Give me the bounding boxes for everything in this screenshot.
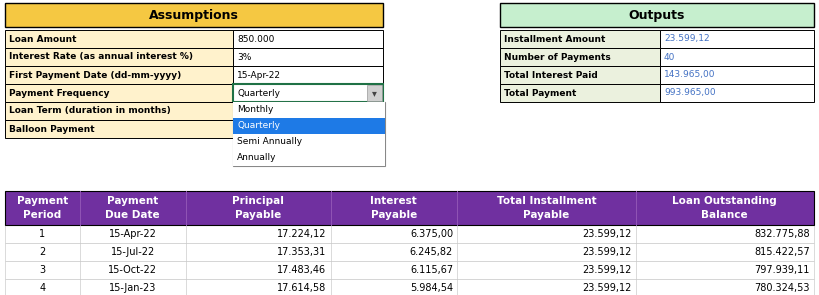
Text: Total Interest Paid: Total Interest Paid (504, 71, 598, 79)
Text: 4: 4 (39, 283, 45, 293)
Text: 832.775,88: 832.775,88 (754, 229, 810, 239)
FancyBboxPatch shape (233, 84, 383, 102)
Text: 23.599,12: 23.599,12 (582, 229, 631, 239)
Text: Loan Term (duration in months): Loan Term (duration in months) (9, 106, 170, 116)
Text: Due Date: Due Date (106, 210, 160, 220)
Text: 5.984,54: 5.984,54 (410, 283, 453, 293)
FancyBboxPatch shape (233, 102, 385, 166)
Text: 23.599,12: 23.599,12 (582, 265, 631, 275)
FancyBboxPatch shape (5, 84, 233, 102)
FancyBboxPatch shape (233, 66, 383, 84)
Text: Payable: Payable (371, 210, 417, 220)
FancyBboxPatch shape (5, 191, 814, 225)
Text: 23.599,12: 23.599,12 (582, 283, 631, 293)
FancyBboxPatch shape (233, 150, 385, 166)
Text: Number of Payments: Number of Payments (504, 53, 611, 61)
Text: Semi Annually: Semi Annually (237, 137, 302, 147)
Text: Outputs: Outputs (629, 9, 686, 22)
Text: 17.483,46: 17.483,46 (278, 265, 327, 275)
Text: 15-Jan-23: 15-Jan-23 (109, 283, 156, 293)
Text: Interest: Interest (370, 196, 417, 206)
FancyBboxPatch shape (500, 3, 814, 27)
Text: 6.375,00: 6.375,00 (410, 229, 453, 239)
FancyBboxPatch shape (500, 30, 660, 48)
Text: 143.965,00: 143.965,00 (664, 71, 716, 79)
Text: ▾: ▾ (372, 88, 377, 98)
Text: 15-Apr-22: 15-Apr-22 (237, 71, 281, 79)
Text: Principal: Principal (233, 196, 284, 206)
FancyBboxPatch shape (5, 48, 233, 66)
Text: 3%: 3% (237, 53, 251, 61)
Text: 797.939,11: 797.939,11 (754, 265, 810, 275)
Text: 15-Oct-22: 15-Oct-22 (108, 265, 157, 275)
FancyBboxPatch shape (5, 225, 814, 243)
Text: 23.599,12: 23.599,12 (582, 247, 631, 257)
Text: Total Payment: Total Payment (504, 88, 577, 98)
Text: 17.353,31: 17.353,31 (278, 247, 327, 257)
Text: 1: 1 (39, 229, 45, 239)
Text: Payment Frequency: Payment Frequency (9, 88, 110, 98)
FancyBboxPatch shape (660, 30, 814, 48)
Text: Installment Amount: Installment Amount (504, 35, 605, 43)
FancyBboxPatch shape (660, 48, 814, 66)
Text: Total Installment: Total Installment (496, 196, 596, 206)
Text: 815.422,57: 815.422,57 (754, 247, 810, 257)
Text: 780.324,53: 780.324,53 (754, 283, 810, 293)
Text: 3: 3 (39, 265, 45, 275)
Text: 17.224,12: 17.224,12 (277, 229, 327, 239)
FancyBboxPatch shape (5, 102, 233, 120)
Text: 6.115,67: 6.115,67 (410, 265, 453, 275)
Text: Assumptions: Assumptions (149, 9, 239, 22)
Text: 15-Apr-22: 15-Apr-22 (109, 229, 156, 239)
FancyBboxPatch shape (500, 84, 660, 102)
FancyBboxPatch shape (5, 66, 233, 84)
FancyBboxPatch shape (5, 243, 814, 261)
Text: 993.965,00: 993.965,00 (664, 88, 716, 98)
Text: Loan Outstanding: Loan Outstanding (672, 196, 777, 206)
FancyBboxPatch shape (233, 102, 385, 118)
Text: Monthly: Monthly (237, 106, 274, 114)
Text: First Payment Date (dd-mm-yyyy): First Payment Date (dd-mm-yyyy) (9, 71, 181, 79)
Text: Interest Rate (as annual interest %): Interest Rate (as annual interest %) (9, 53, 193, 61)
FancyBboxPatch shape (233, 102, 383, 120)
Text: Payable: Payable (523, 210, 569, 220)
FancyBboxPatch shape (500, 48, 660, 66)
FancyBboxPatch shape (233, 30, 383, 48)
Text: 17.614,58: 17.614,58 (278, 283, 327, 293)
Text: Payable: Payable (235, 210, 281, 220)
Text: 15-Jul-22: 15-Jul-22 (111, 247, 155, 257)
FancyBboxPatch shape (5, 261, 814, 279)
Text: Annually: Annually (237, 153, 277, 163)
FancyBboxPatch shape (233, 134, 385, 150)
Text: 40: 40 (664, 53, 676, 61)
FancyBboxPatch shape (233, 48, 383, 66)
Text: Quarterly: Quarterly (237, 122, 280, 130)
FancyBboxPatch shape (660, 84, 814, 102)
FancyBboxPatch shape (5, 120, 233, 138)
FancyBboxPatch shape (367, 85, 382, 101)
Text: 2: 2 (39, 247, 46, 257)
Text: Quarterly: Quarterly (237, 88, 280, 98)
FancyBboxPatch shape (660, 66, 814, 84)
Text: Payment: Payment (107, 196, 158, 206)
Text: Period: Period (23, 210, 61, 220)
FancyBboxPatch shape (5, 30, 233, 48)
Text: Loan Amount: Loan Amount (9, 35, 76, 43)
FancyBboxPatch shape (233, 118, 385, 134)
Text: Payment: Payment (16, 196, 68, 206)
FancyBboxPatch shape (5, 279, 814, 295)
FancyBboxPatch shape (233, 120, 383, 138)
Text: 23.599,12: 23.599,12 (664, 35, 709, 43)
Text: Balance: Balance (701, 210, 748, 220)
Text: Balloon Payment: Balloon Payment (9, 124, 95, 134)
FancyBboxPatch shape (500, 66, 660, 84)
Text: 6.245,82: 6.245,82 (410, 247, 453, 257)
FancyBboxPatch shape (5, 3, 383, 27)
Text: 850.000: 850.000 (237, 35, 274, 43)
